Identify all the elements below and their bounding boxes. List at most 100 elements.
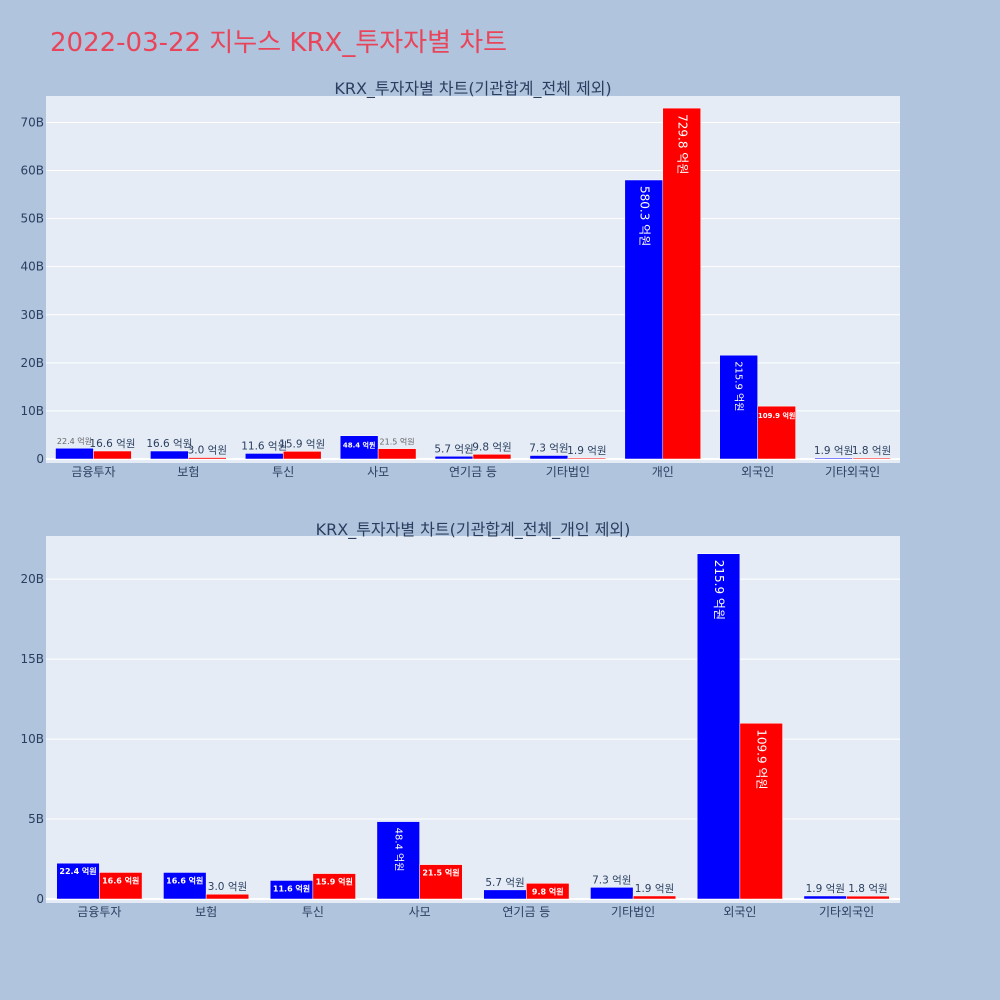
sell-bar-보험 <box>205 893 250 900</box>
x-tick-label: 기타법인 <box>611 905 655 919</box>
sell-bar-연기금 등 <box>472 454 512 460</box>
chart-title: KRX_투자자별 차트(기관합계_전체_개인 제외) <box>316 520 631 540</box>
data-label: 580.3 억원 <box>637 186 651 246</box>
data-label: 15.9 억원 <box>279 438 325 450</box>
buy-bar-보험 <box>150 450 189 460</box>
sell-bar-기타법인 <box>567 457 607 460</box>
data-label: 9.8 억원 <box>532 886 564 896</box>
y-tick-label: 60B <box>20 164 44 178</box>
sell-bar-연기금 등 <box>526 883 570 900</box>
data-label: 21.5 억원 <box>422 868 459 878</box>
data-label: 7.3 억원 <box>592 874 631 886</box>
buy-bar-연기금 등 <box>483 889 527 900</box>
y-tick-label: 20B <box>20 572 44 586</box>
buy-bar-보험 <box>163 872 207 900</box>
x-tick-label: 보험 <box>177 465 199 479</box>
chart-1: KRX_투자자별 차트(기관합계_전체 제외) 0 10B 20B 30B 40B 50B 6… <box>20 79 900 479</box>
data-label: 48.4 억원 <box>392 828 404 872</box>
x-tick-label: 기타법인 <box>546 465 590 479</box>
y-tick-label: 40B <box>20 260 44 274</box>
data-label: 21.5 억원 <box>380 437 415 447</box>
data-label: 729.8 억원 <box>675 114 689 174</box>
y-tick-label: 0 <box>36 892 44 906</box>
data-label: 1.8 억원 <box>852 445 891 457</box>
sell-bar-금융투자 <box>93 450 132 460</box>
x-tick-label: 기타외국인 <box>819 905 874 919</box>
data-label: 16.6 억원 <box>166 875 203 885</box>
sell-bar-기타외국인 <box>852 457 891 460</box>
sell-bar-금융투자 <box>99 872 143 900</box>
data-label: 15.9 억원 <box>316 877 353 887</box>
buy-bar-연기금 등 <box>434 456 474 460</box>
data-label: 3.0 억원 <box>188 445 227 457</box>
sell-bar-투신 <box>312 873 356 900</box>
x-tick-label: 개인 <box>652 465 674 479</box>
chart-2: KRX_투자자별 차트(기관합계_전체_개인 제외) 0 5B 10B 15B 20B 금융… <box>20 520 900 919</box>
data-label: 11.6 억원 <box>241 440 287 452</box>
data-label: 109.9 억원 <box>755 729 769 789</box>
data-label: 48.4 억원 <box>343 441 376 450</box>
data-label: 1.9 억원 <box>567 445 606 457</box>
data-label: 16.6 억원 <box>146 438 192 450</box>
data-label: 3.0 억원 <box>208 881 247 893</box>
x-tick-label: 연기금 등 <box>502 905 550 919</box>
data-label: 11.6 억원 <box>273 883 310 893</box>
page-title: 2022-03-22 지누스 KRX_투자자별 차트 <box>50 28 508 58</box>
buy-bar-외국인 <box>696 553 741 900</box>
data-label: 215.9 억원 <box>712 560 726 620</box>
x-tick-label: 사모 <box>367 465 389 479</box>
data-label: 215.9 억원 <box>733 361 745 411</box>
chart-title: KRX_투자자별 차트(기관합계_전체 제외) <box>334 79 611 99</box>
x-tick-label: 금융투자 <box>71 465 115 479</box>
buy-bar-금융투자 <box>56 862 100 900</box>
sell-bar-기타외국인 <box>846 895 890 900</box>
buy-bar-기타법인 <box>590 887 634 900</box>
buy-bar-사모 <box>376 821 420 900</box>
buy-bar-투신 <box>245 453 284 460</box>
y-tick-label: 20B <box>20 356 44 370</box>
sell-bar-외국인 <box>757 405 796 460</box>
sell-bar-사모 <box>419 864 463 900</box>
data-label: 1.9 억원 <box>806 883 845 895</box>
y-tick-label: 5B <box>28 812 44 826</box>
buy-bar-사모 <box>339 435 379 460</box>
y-tick-label: 10B <box>20 404 44 418</box>
buy-bar-외국인 <box>719 354 758 460</box>
data-label: 5.7 억원 <box>434 443 473 455</box>
x-tick-label: 기타외국인 <box>825 465 880 479</box>
y-tick-label: 10B <box>20 732 44 746</box>
x-tick-label: 투신 <box>302 905 324 919</box>
data-label: 1.8 억원 <box>848 883 887 895</box>
buy-bar-기타외국인 <box>803 895 847 900</box>
buy-bar-기타외국인 <box>814 457 853 460</box>
buy-bar-금융투자 <box>55 447 94 460</box>
y-tick-label: 0 <box>36 452 44 466</box>
buy-bar-기타법인 <box>529 455 569 460</box>
buy-bar-개인 <box>624 179 664 460</box>
x-tick-label: 사모 <box>409 905 431 919</box>
data-label: 5.7 억원 <box>485 877 524 889</box>
data-label: 7.3 억원 <box>529 442 568 454</box>
y-tick-label: 30B <box>20 308 44 322</box>
data-label: 1.9 억원 <box>814 445 853 457</box>
sell-bar-투신 <box>282 451 322 460</box>
data-label: 109.9 억원 <box>758 411 795 420</box>
data-label: 16.6 억원 <box>89 438 135 450</box>
data-label: 1.9 억원 <box>635 883 674 895</box>
sell-bar-기타법인 <box>632 895 677 900</box>
y-tick-label: 70B <box>20 115 44 129</box>
sell-bar-외국인 <box>739 723 783 900</box>
sell-bar-사모 <box>377 448 417 460</box>
y-tick-label: 50B <box>20 212 44 226</box>
x-tick-label: 보험 <box>195 905 217 919</box>
data-label: 16.6 억원 <box>102 875 139 885</box>
sell-bar-개인 <box>662 107 701 460</box>
x-tick-label: 외국인 <box>741 465 774 479</box>
data-label: 9.8 억원 <box>472 441 511 453</box>
y-tick-label: 15B <box>20 652 44 666</box>
x-tick-label: 금융투자 <box>77 905 121 919</box>
x-tick-label: 투신 <box>272 465 294 479</box>
data-label: 22.4 억원 <box>59 866 96 876</box>
sell-bar-보험 <box>188 457 227 460</box>
